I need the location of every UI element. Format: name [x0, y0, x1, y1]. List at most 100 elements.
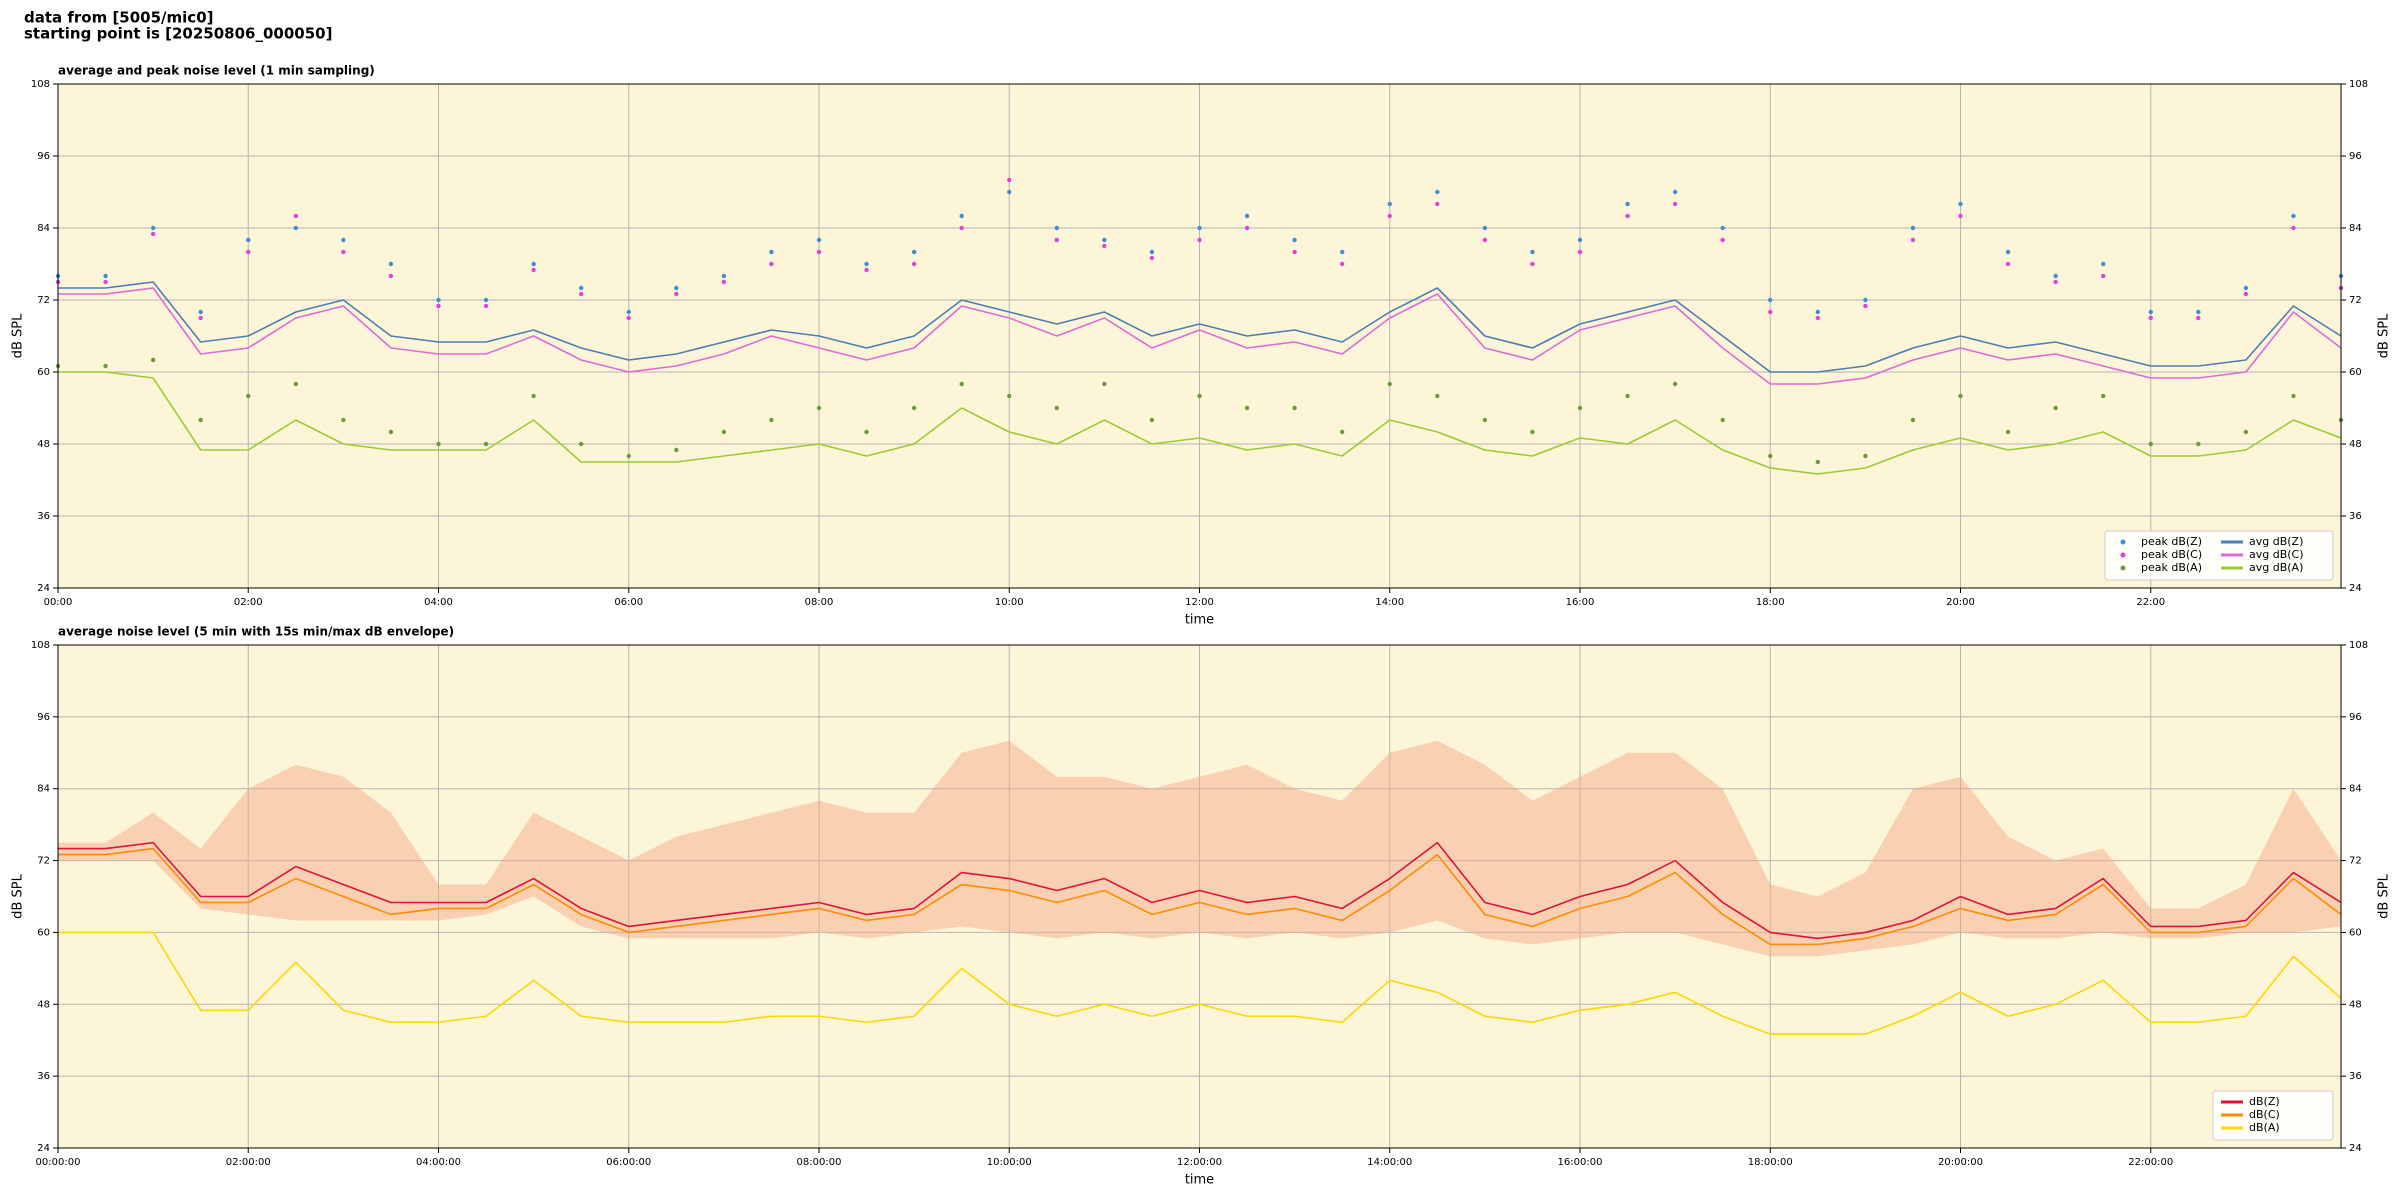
peak-point	[1863, 303, 1868, 309]
peak-point	[1625, 213, 1630, 219]
peak-point	[2243, 291, 2249, 297]
peak-point	[103, 279, 108, 285]
y-tick-label: 84	[2349, 784, 2362, 795]
x-tick-label: 20:00	[1946, 597, 1975, 608]
x-tick-label: 20:00:00	[1938, 1157, 1983, 1168]
series-line	[58, 371, 2342, 475]
x-tick-label: 18:00:00	[1748, 1157, 1793, 1168]
peak-point	[198, 309, 203, 315]
peak-point	[150, 357, 156, 363]
y-axis-label: dB SPL	[2377, 873, 2392, 918]
peak-point	[1054, 237, 1060, 243]
peak-point	[816, 237, 822, 243]
peak-point	[2005, 249, 2011, 255]
peak-point	[1672, 381, 1678, 387]
y-tick-label: 36	[2349, 511, 2362, 522]
peak-point	[2291, 393, 2296, 399]
y-tick-label: 108	[2349, 79, 2368, 90]
peak-point	[1197, 393, 1202, 399]
peak-point	[911, 261, 917, 267]
peak-point	[1625, 393, 1630, 399]
peak-point	[1768, 309, 1773, 315]
peak-point	[769, 261, 774, 267]
x-axis-label: time	[1185, 613, 1214, 628]
peak-point	[1482, 417, 1488, 423]
peak-point	[1672, 189, 1678, 195]
y-tick-label: 72	[2349, 856, 2362, 867]
peak-point	[1339, 261, 1345, 267]
peak-point	[1102, 243, 1107, 249]
y-tick-label: 24	[37, 1143, 50, 1154]
peak-point	[341, 249, 346, 255]
y-tick-label: 72	[37, 295, 50, 306]
legend-label: dB(A)	[2249, 1121, 2280, 1134]
chart-title: average noise level (5 min with 15s min/…	[58, 625, 454, 639]
series-line	[58, 841, 2342, 940]
y-axis-label: dB SPL	[2377, 313, 2392, 358]
peak-point	[1244, 405, 1250, 411]
y-tick-label: 48	[2349, 439, 2362, 450]
peak-point	[2196, 315, 2201, 321]
y-axis-label: dB SPL	[11, 313, 26, 358]
peak-point	[1958, 393, 1963, 399]
peak-point	[436, 441, 441, 447]
peak-point	[2005, 429, 2011, 435]
peak-point	[1339, 429, 1345, 435]
plot-frame	[57, 644, 2342, 1149]
peak-point	[531, 267, 536, 273]
peak-point	[626, 453, 631, 459]
peak-point	[2196, 309, 2201, 315]
x-tick-label: 08:00	[805, 597, 834, 608]
peak-point	[1102, 237, 1107, 243]
peak-point	[1435, 393, 1440, 399]
peak-point	[1768, 453, 1773, 459]
legend-label: peak dB(Z)	[2141, 535, 2202, 548]
y-tick-label: 36	[37, 1071, 50, 1082]
x-tick-label: 10:00	[995, 597, 1024, 608]
peak-point	[674, 447, 679, 453]
peak-point	[436, 297, 441, 303]
y-tick-label: 108	[2349, 640, 2368, 651]
peak-point	[2100, 273, 2106, 279]
peak-point	[1435, 189, 1440, 195]
peak-point	[2243, 429, 2249, 435]
peak-point	[1292, 405, 1297, 411]
peak-point	[1102, 381, 1107, 387]
plot-content	[58, 740, 2342, 1036]
peak-point	[1007, 189, 1012, 195]
peak-point	[1720, 237, 1725, 243]
peak-point	[2100, 393, 2106, 399]
peak-point	[1149, 255, 1155, 261]
x-tick-label: 12:00	[1185, 597, 1214, 608]
series-line	[58, 287, 2342, 385]
peak-point	[864, 429, 869, 435]
peak-point	[198, 315, 203, 321]
y-tick-label: 72	[37, 856, 50, 867]
peak-point	[1815, 315, 1821, 321]
peak-point	[1910, 225, 1916, 231]
peak-point	[293, 381, 299, 387]
peak-point	[388, 429, 394, 435]
peak-point	[1910, 417, 1916, 423]
x-tick-label: 00:00:00	[36, 1157, 81, 1168]
peak-point	[246, 249, 251, 255]
peak-point	[911, 249, 917, 255]
peak-point	[626, 309, 631, 315]
peak-point	[1149, 249, 1155, 255]
peak-point	[246, 393, 251, 399]
peak-point	[1815, 459, 1821, 465]
legend-label: peak dB(A)	[2141, 561, 2202, 574]
peak-point	[2005, 261, 2011, 267]
peak-point	[674, 291, 679, 297]
peak-point	[959, 213, 964, 219]
y-tick-label: 36	[37, 511, 50, 522]
legend-label: avg dB(Z)	[2249, 535, 2303, 548]
y-tick-label: 48	[2349, 999, 2362, 1010]
y-tick-label: 24	[2349, 1143, 2362, 1154]
peak-point	[2148, 315, 2153, 321]
x-tick-label: 06:00	[614, 597, 643, 608]
y-tick-label: 84	[2349, 223, 2362, 234]
peak-point	[2148, 441, 2153, 447]
y-tick-label: 84	[37, 223, 50, 234]
